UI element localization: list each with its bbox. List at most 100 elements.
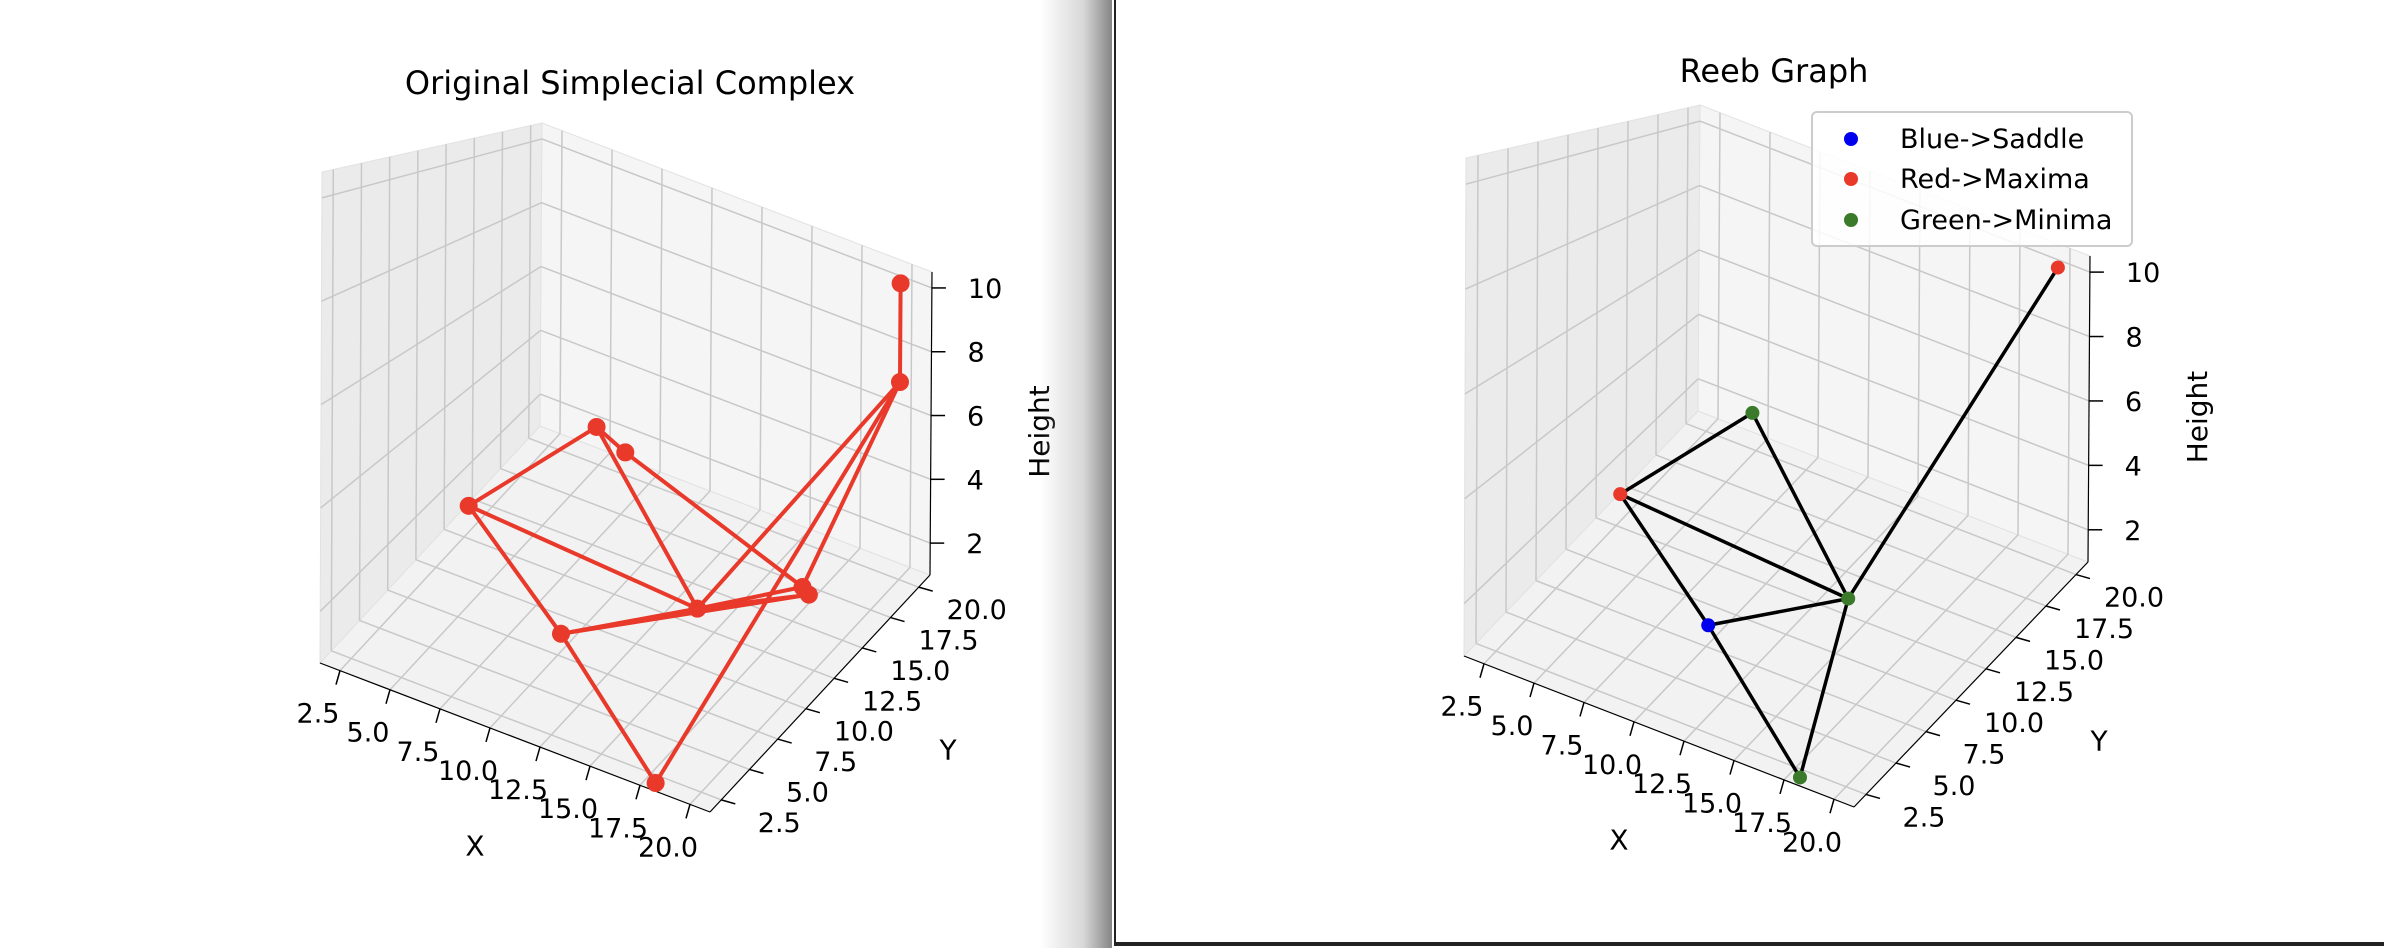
grid-line [1698,313,2089,467]
legend-marker-saddle [1844,132,1858,146]
grid-line [1683,495,1919,742]
grid-line [1505,611,1897,764]
y-tick-label: 2.5 [1903,802,1946,833]
legend: Blue->Saddle Red->Maxima Green->Minima [1811,111,2133,247]
grid-line [489,490,711,729]
grid-line [539,509,761,748]
z-tick-label: 2 [966,529,983,560]
data-point [1841,591,1856,606]
grid-line [1625,485,2017,639]
x-tick [1479,663,1485,678]
x-tick [535,746,541,762]
graph-edge [594,424,700,611]
x-axis-label: X [1609,824,1628,857]
x-axis-line [319,662,711,813]
z-tick-label: 6 [967,402,984,433]
x-tick-label: 2.5 [1441,692,1484,723]
grid-line [471,138,476,499]
y-tick-label: 15.0 [890,656,950,687]
grid-line [859,245,863,549]
data-point [2050,260,2065,275]
grid-line [1475,155,1479,644]
grid-line [541,138,933,289]
data-point [1793,770,1807,785]
panel-shadow [1040,0,1112,948]
x-tick [385,689,391,704]
z-tick-label: 6 [2125,387,2142,418]
x-tick-label: 2.5 [297,699,340,730]
legend-marker-maxima [1844,172,1858,186]
graph-edge [1798,596,1850,780]
x-tick-label: 17.5 [588,813,648,844]
grid-line [1535,141,1539,581]
z-tick-label: 8 [2125,323,2142,354]
grid-line [527,125,532,439]
y-axis-label: Y [938,734,957,767]
chart-title: Original Simplecial Complex [405,64,855,102]
graph-edge [558,631,658,785]
graph-edge [1706,596,1850,628]
z-tick-label: 10 [968,274,1002,305]
z-axis-label: Height [2181,371,2214,464]
graph-edge [695,592,811,611]
y-tick [833,677,849,684]
x-tick [1529,682,1535,698]
x-tick-label: 17.5 [1732,808,1792,839]
grid-line [443,144,447,530]
grid-line [1535,579,1927,733]
right-chart-panel: Reeb Graph 2.5 5.0 7.5 10.0 12.5 15.0 17.5 20.0… [1114,0,2384,946]
grid-line [809,226,813,530]
y-tick-label: 17.5 [2074,614,2134,645]
graph-edge [466,503,700,611]
y-tick [1955,699,1971,705]
data-point [891,274,910,293]
grid-line [415,558,807,710]
grid-line [1595,128,1599,518]
grid-line [1717,112,1721,419]
grid-line [320,329,542,509]
grid-line [1505,148,1509,613]
data-point [551,624,570,643]
grid-line [759,207,763,511]
grid-line [2017,228,2021,535]
data-point [587,417,606,436]
grid-line [539,393,931,544]
y-tick [1925,730,1941,737]
grid-line [358,163,363,621]
y-tick [890,616,905,623]
data-point [1613,487,1628,502]
legend-label-minima: Green->Minima [1900,205,2112,236]
x-tick [585,765,591,781]
x-tick-label: 5.0 [1491,711,1534,742]
x-tick-label: 20.0 [1782,827,1842,858]
x-tick [435,708,441,724]
grid-line [472,498,863,649]
y-tick-label: 12.5 [2014,677,2074,708]
y-tick-label: 5.0 [1933,771,1976,802]
data-point [890,373,909,392]
graph-edge [1846,265,2060,601]
grid-line [589,528,811,767]
grid-line [1565,134,1569,550]
grid-line [386,156,391,591]
grid-line [1633,476,1869,723]
y-tick [2045,605,2061,611]
z-axis-line [929,271,933,576]
grid-line [709,187,713,491]
grid-line [2067,248,2071,555]
y-tick [862,647,877,653]
grid-line [1967,209,1971,516]
grid-line [1699,184,2090,338]
grid-line [528,437,919,588]
x-tick-label: 20.0 [638,832,698,863]
graph-edge [466,424,599,508]
y-tick-label: 20.0 [947,595,1007,626]
y-tick-label: 7.5 [814,747,857,778]
x-axis-label: X [465,830,484,863]
x-tick-label: 12.5 [488,775,548,806]
grid-line [1533,437,1769,684]
data-point [1701,618,1716,633]
y-tick-label: 15.0 [2044,645,2104,676]
data-point [459,496,478,515]
grid-line [909,264,913,568]
